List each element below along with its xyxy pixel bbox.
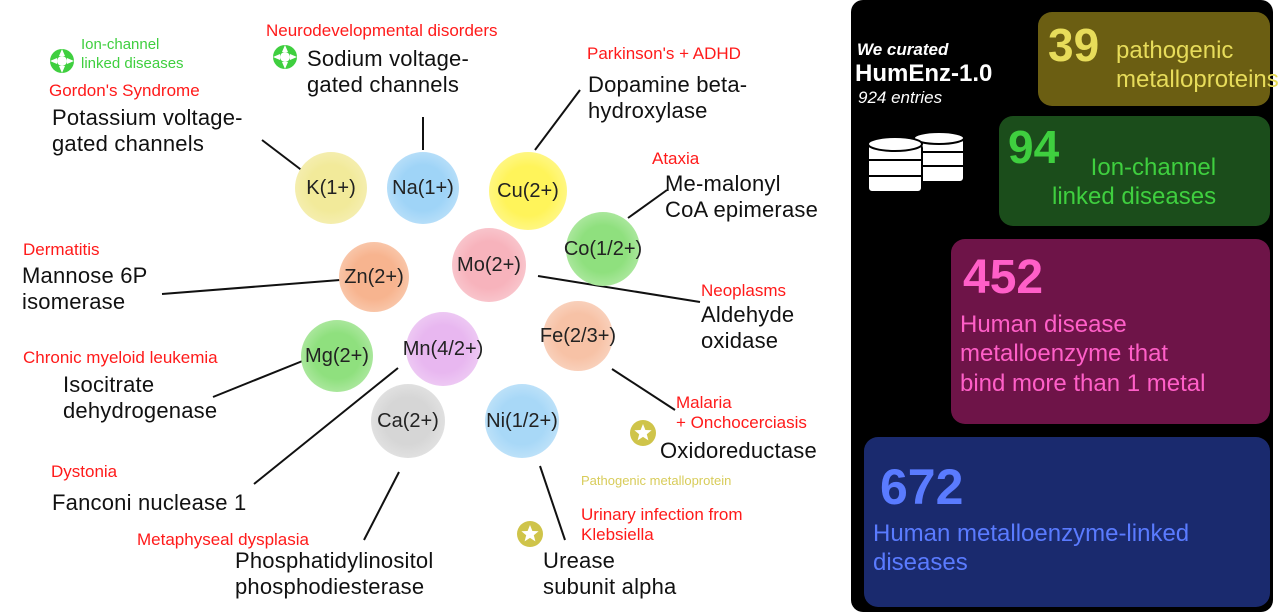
database-icon <box>867 131 965 193</box>
enzyme-isocitrate: Isocitrate dehydrogenase <box>63 372 218 424</box>
disease-gordon: Gordon's Syndrome <box>49 81 200 100</box>
entries-count: 924 entries <box>858 88 943 107</box>
star-icon <box>517 521 543 547</box>
line-fe-oxidoreductase <box>611 368 676 411</box>
disease-neoplasms: Neoplasms <box>701 281 787 300</box>
ion-k: K(1+) <box>295 152 367 224</box>
ion-channel-icon <box>273 45 297 69</box>
stat-text-94: Ion-channel linked diseases <box>1052 154 1217 211</box>
enzyme-potassium: Potassium voltage- gated channels <box>52 105 243 157</box>
disease-metaphyseal: Metaphyseal dysplasia <box>137 530 309 549</box>
stat-number-672: 672 <box>880 459 964 515</box>
ion-channel-icon <box>50 49 74 73</box>
ion-co: Co(1/2+) <box>564 212 642 286</box>
ion-cu: Cu(2+) <box>489 152 567 230</box>
we-curated-text: We curated <box>857 40 949 59</box>
line-mo-aldehyde <box>537 275 701 303</box>
disease-ataxia: Ataxia <box>652 149 700 168</box>
line-co-memalonyl <box>627 189 668 219</box>
disease-neurodev: Neurodevelopmental disorders <box>266 21 498 40</box>
line-zn-mannose <box>161 279 341 295</box>
ion-na: Na(1+) <box>387 152 459 224</box>
stat-number-452: 452 <box>963 251 1044 304</box>
enzyme-dopamine: Dopamine beta- hydroxylase <box>588 72 748 124</box>
enzyme-urease: Urease subunit alpha <box>543 548 677 600</box>
disease-parkinsons: Parkinson's + ADHD <box>587 44 741 63</box>
ion-fe: Fe(2/3+) <box>540 301 616 371</box>
stat-box-94 <box>999 116 1270 226</box>
line-mn-fanconi <box>253 367 399 485</box>
disease-urinary: Urinary infection from Klebsiella <box>581 505 743 545</box>
stat-text-672: Human metalloenzyme-linked diseases <box>873 520 1190 577</box>
disease-dystonia: Dystonia <box>51 462 118 481</box>
line-ni-urease <box>539 465 566 541</box>
stat-box-672 <box>864 437 1270 607</box>
stat-text-39: pathogenic metalloproteins <box>1116 37 1279 94</box>
ion-mn: Mn(4/2+) <box>403 312 483 386</box>
ion-mg: Mg(2+) <box>301 320 373 392</box>
enzyme-oxidoreductase: Oxidoreductase <box>660 438 817 463</box>
stat-text-452: Human disease metalloenzyme that bind mo… <box>960 311 1206 397</box>
line-ca-phosphatidyl <box>363 471 400 541</box>
disease-dermatitis: Dermatitis <box>23 240 100 259</box>
dataset-name: HumEnz-1.0 <box>855 60 993 87</box>
enzyme-phosphatidyl: Phosphatidylinositol phosphodiesterase <box>235 548 434 600</box>
pathogenic-legend: Pathogenic metalloprotein <box>581 473 732 488</box>
ion-ni: Ni(1/2+) <box>485 384 559 458</box>
ion-ca: Ca(2+) <box>371 384 445 458</box>
enzyme-sodium: Sodium voltage- gated channels <box>307 46 469 98</box>
stat-box-452 <box>951 239 1270 424</box>
enzyme-mannose: Mannose 6P isomerase <box>22 263 148 315</box>
line-cu-dopamine <box>534 89 581 151</box>
enzyme-fanconi: Fanconi nuclease 1 <box>52 490 247 515</box>
disease-malaria: Malaria + Onchocerciasis <box>676 393 807 433</box>
stat-number-39: 39 <box>1048 19 1100 71</box>
ion-mo: Mo(2+) <box>452 228 526 302</box>
stat-box-39 <box>1038 12 1270 106</box>
enzyme-memalonyl: Me-malonyl CoA epimerase <box>665 171 819 223</box>
ion-channel-label: Ion-channel linked diseases <box>81 36 184 72</box>
star-icon <box>630 420 656 446</box>
line-mg-isocitrate <box>212 359 306 398</box>
stat-number-94: 94 <box>1008 121 1060 173</box>
disease-cml: Chronic myeloid leukemia <box>23 348 218 367</box>
ion-zn: Zn(2+) <box>339 242 409 312</box>
enzyme-aldehyde: Aldehyde oxidase <box>701 302 795 354</box>
